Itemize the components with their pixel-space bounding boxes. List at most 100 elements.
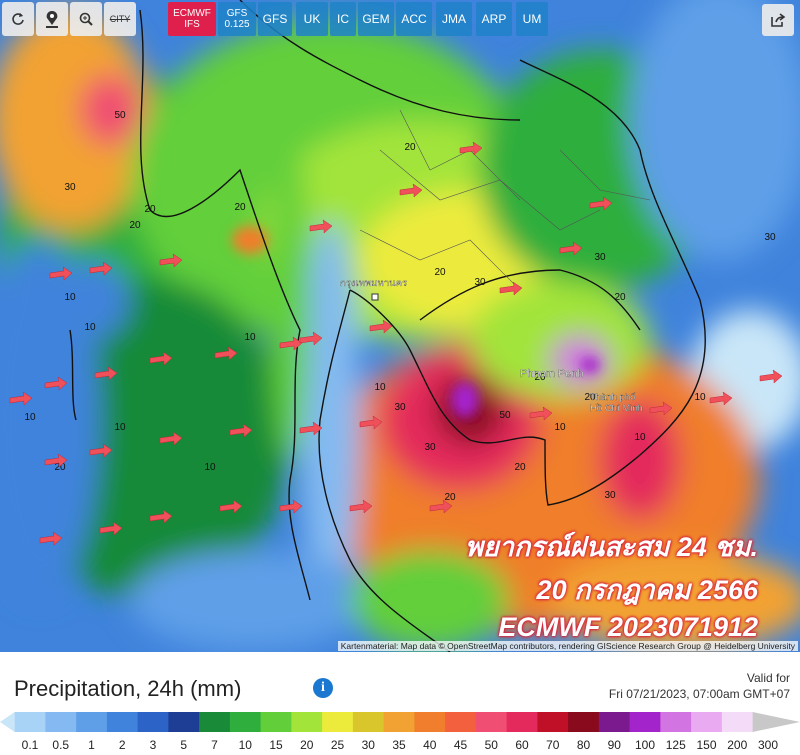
wind-arrow xyxy=(589,196,613,211)
contour-label: 20 xyxy=(144,204,156,215)
wind-arrow xyxy=(299,331,323,346)
model-button[interactable]: ARP xyxy=(476,2,512,36)
place-label: Phnom Penh xyxy=(520,368,584,380)
wind-arrow xyxy=(99,521,123,536)
wind-arrow xyxy=(709,391,733,406)
wind-arrow xyxy=(529,406,553,421)
legend-label: 200 xyxy=(727,738,747,752)
legend-swatch xyxy=(14,712,46,732)
legend-swatch xyxy=(106,712,139,732)
contour-label: 20 xyxy=(434,267,446,278)
overlay-line: พยากรณ์ฝนสะสม 24 ชม. xyxy=(465,532,758,562)
wind-arrow xyxy=(299,421,323,436)
contour-label: 20 xyxy=(584,392,596,403)
city-toggle[interactable]: CITY xyxy=(104,2,136,36)
contour-label: 10 xyxy=(634,432,646,443)
wind-arrow xyxy=(229,423,253,438)
legend-label: 5 xyxy=(180,738,187,752)
legend-swatch xyxy=(414,712,446,732)
contour-label: 10 xyxy=(24,412,36,423)
contour-label: 10 xyxy=(374,382,386,393)
wind-arrow xyxy=(649,401,673,416)
province-borders xyxy=(359,109,651,291)
zoom-button[interactable] xyxy=(70,2,102,36)
place-label: Thành phố xyxy=(590,392,636,403)
wind-arrow xyxy=(89,261,113,276)
info-button[interactable]: i xyxy=(313,678,333,698)
precip-core xyxy=(232,226,600,418)
model-button[interactable]: GFS 0.125 xyxy=(218,2,256,36)
place-label: Hồ Chí Minh xyxy=(590,403,643,414)
wind-arrow xyxy=(214,346,238,361)
legend-swatch xyxy=(598,712,631,732)
location-button[interactable] xyxy=(36,2,68,36)
model-button[interactable]: ECMWF IFS xyxy=(168,2,216,36)
contour-label: 30 xyxy=(764,232,776,243)
model-button[interactable]: ACC xyxy=(396,2,432,36)
contour-label: 30 xyxy=(64,182,76,193)
wind-arrow xyxy=(369,319,393,334)
legend-swatch xyxy=(168,712,200,732)
legend-label: 45 xyxy=(454,738,468,752)
model-button[interactable]: JMA xyxy=(436,2,472,36)
legend-label: 50 xyxy=(485,738,499,752)
model-button[interactable]: UK xyxy=(296,2,328,36)
legend-swatch xyxy=(322,712,354,732)
contour-label: 10 xyxy=(64,292,76,303)
legend-label: 3 xyxy=(150,738,157,752)
wind-arrow xyxy=(159,431,183,446)
legend-swatch xyxy=(383,712,415,732)
legend-label: 30 xyxy=(362,738,376,752)
wind-arrow xyxy=(219,499,243,514)
legend-label: 20 xyxy=(300,738,314,752)
overlay-line: ECMWF 2023071912 xyxy=(498,612,758,642)
wind-arrow xyxy=(279,499,303,514)
map[interactable]: 50 30 20 20 20 10 10 10 20 10 30 20 20 30 10 10 20 50 30 30… xyxy=(0,0,800,652)
model-button[interactable]: IC xyxy=(330,2,356,36)
wind-arrows xyxy=(9,141,783,546)
legend-swatch xyxy=(291,712,323,732)
legend-label: 1 xyxy=(88,738,95,752)
legend-label: 2 xyxy=(119,738,126,752)
share-button[interactable] xyxy=(762,4,794,36)
model-button[interactable]: UM xyxy=(516,2,548,36)
legend-swatch xyxy=(76,712,108,732)
legend-swatch xyxy=(629,712,661,732)
contour-label: 30 xyxy=(424,442,436,453)
legend-arrow-right xyxy=(752,712,800,732)
wind-arrow xyxy=(159,253,183,268)
legend-swatch xyxy=(352,712,385,732)
legend-swatch xyxy=(199,712,231,732)
refresh-button[interactable] xyxy=(2,2,34,36)
model-button[interactable]: GFS xyxy=(258,2,292,36)
contour-label: 20 xyxy=(129,220,141,231)
wind-arrow xyxy=(49,266,73,281)
contour-label: 20 xyxy=(404,142,416,153)
valid-label: Valid for xyxy=(746,671,790,685)
legend-label: 70 xyxy=(546,738,560,752)
contour-label: 30 xyxy=(474,277,486,288)
wind-arrow xyxy=(559,241,583,256)
contour-label: 20 xyxy=(54,462,66,473)
legend-label: 80 xyxy=(577,738,591,752)
city-marker xyxy=(371,293,379,301)
contour-label: 20 xyxy=(534,372,546,383)
wind-arrow xyxy=(89,443,113,458)
legend-swatch xyxy=(537,712,569,732)
wind-arrow xyxy=(359,415,383,430)
legend-swatch xyxy=(721,712,754,732)
legend-label: 150 xyxy=(696,738,716,752)
overlay-line: 20 กรกฎาคม 2566 xyxy=(536,575,758,605)
contour-label: 20 xyxy=(234,202,246,213)
legend-label: 300 xyxy=(758,738,778,752)
valid-time: Fri 07/21/2023, 07:00am GMT+07 xyxy=(608,687,790,701)
legend-swatch xyxy=(660,712,692,732)
contour-label: 30 xyxy=(594,252,606,263)
model-button[interactable]: GEM xyxy=(358,2,394,36)
contour-label: 10 xyxy=(114,422,126,433)
wind-arrow xyxy=(459,141,483,156)
contour-label: 10 xyxy=(554,422,566,433)
legend-label: 100 xyxy=(635,738,655,752)
legend-arrow-left xyxy=(0,712,15,732)
